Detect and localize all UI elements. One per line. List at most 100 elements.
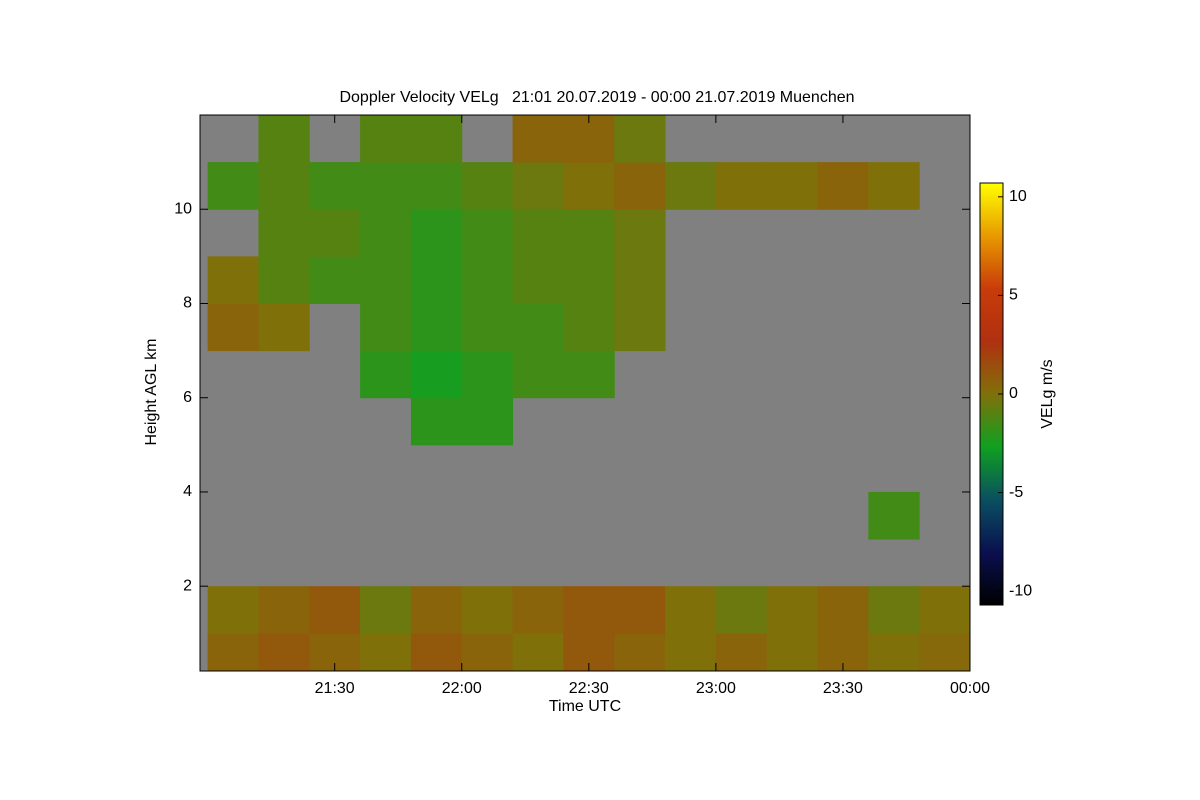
- heatmap-cell: [563, 633, 615, 671]
- x-tick-label: 23:00: [696, 680, 736, 697]
- heatmap-cell: [563, 256, 615, 304]
- plot-frame: [199, 114, 971, 672]
- heatmap-cell: [614, 115, 666, 163]
- heatmap-cell: [766, 633, 819, 671]
- heatmap-cell: [563, 350, 615, 399]
- heatmap-cell: [868, 633, 920, 671]
- colorbar-tick-label: -5: [1009, 484, 1023, 501]
- heatmap-cell: [868, 491, 920, 540]
- x-tick-label: 22:00: [442, 680, 482, 697]
- x-axis-label: Time UTC: [549, 698, 621, 715]
- heatmap-cell: [715, 633, 768, 671]
- heatmap-cell: [360, 586, 412, 634]
- heatmap-cell: [410, 256, 463, 304]
- heatmap-cell: [614, 162, 666, 210]
- colorbar-tick-label: -10: [1009, 582, 1032, 599]
- colorbar-tick-label: 5: [1009, 287, 1018, 304]
- x-tick-label: 22:30: [569, 680, 609, 697]
- heatmap-cell: [360, 209, 412, 257]
- heatmap-cell: [512, 586, 564, 634]
- heatmap-cell: [207, 256, 259, 304]
- heatmap-cell: [817, 633, 869, 671]
- heatmap-cell: [360, 256, 412, 304]
- x-tick-label: 21:30: [315, 680, 355, 697]
- heatmap-cell: [360, 303, 412, 352]
- x-tick-label: 23:30: [823, 680, 863, 697]
- heatmap-cell: [563, 209, 615, 257]
- heatmap-cell: [461, 303, 514, 352]
- heatmap-cell: [461, 586, 514, 634]
- heatmap-cell: [868, 162, 920, 210]
- heatmap-cell: [614, 633, 666, 671]
- heatmap-cell: [258, 586, 310, 634]
- heatmap-cell: [360, 633, 412, 671]
- heatmap-cell: [461, 633, 514, 671]
- heatmap-cell: [563, 303, 615, 352]
- heatmap-cell: [665, 633, 717, 671]
- heatmap-cell: [614, 209, 666, 257]
- heatmap-cell: [512, 303, 564, 352]
- heatmap-cell: [512, 633, 564, 671]
- heatmap-cell: [410, 397, 463, 446]
- heatmap-cell: [258, 115, 310, 163]
- heatmap-cell: [410, 303, 463, 352]
- heatmap-cell: [410, 633, 463, 671]
- heatmap-cell: [665, 586, 717, 634]
- heatmap-cell: [461, 350, 514, 399]
- heatmap-cell: [360, 162, 412, 210]
- heatmap-cell: [258, 209, 310, 257]
- y-tick-label: 2: [183, 577, 192, 594]
- heatmap-cell: [614, 303, 666, 352]
- y-tick-label: 4: [183, 483, 192, 500]
- heatmap-cell: [410, 209, 463, 257]
- heatmap-cell: [512, 350, 564, 399]
- heatmap-cell: [512, 209, 564, 257]
- heatmap-cell: [309, 162, 361, 210]
- heatmap-cell: [309, 633, 361, 671]
- heatmap-cell: [766, 162, 819, 210]
- heatmap-cell: [461, 256, 514, 304]
- heatmap-cell: [461, 397, 514, 446]
- heatmap-cell: [258, 303, 310, 352]
- y-tick-label: 10: [174, 200, 192, 217]
- colorbar-label: VELg m/s: [1039, 359, 1056, 428]
- heatmap-cell: [461, 209, 514, 257]
- heatmap-cell: [766, 586, 819, 634]
- heatmap-cell: [309, 209, 361, 257]
- heatmap-cell: [410, 115, 463, 163]
- x-tick-label: 00:00: [950, 680, 990, 697]
- heatmap-cell: [207, 162, 259, 210]
- heatmap-cell: [512, 162, 564, 210]
- colorbar-tick-label: 0: [1009, 385, 1018, 402]
- heatmap: [200, 115, 970, 671]
- chart-title: Doppler Velocity VELg 21:01 20.07.2019 -…: [339, 89, 854, 106]
- heatmap-cell: [410, 162, 463, 210]
- heatmap-cell: [258, 162, 310, 210]
- heatmap-cell: [919, 586, 970, 634]
- y-tick-label: 8: [183, 295, 192, 312]
- heatmap-cell: [309, 586, 361, 634]
- heatmap-cell: [614, 256, 666, 304]
- heatmap-cell: [512, 256, 564, 304]
- heatmap-cell: [207, 586, 259, 634]
- heatmap-cell: [665, 162, 717, 210]
- heatmap-cell: [715, 162, 768, 210]
- heatmap-cell: [614, 586, 666, 634]
- colorbar-tick-label: 10: [1009, 188, 1027, 205]
- heatmap-cell: [715, 586, 768, 634]
- heatmap-cell: [868, 586, 920, 634]
- y-axis-label: Height AGL km: [143, 338, 160, 445]
- heatmap-cell: [258, 256, 310, 304]
- heatmap-cell: [817, 162, 869, 210]
- heatmap-cell: [461, 162, 514, 210]
- heatmap-cell: [410, 586, 463, 634]
- heatmap-cell: [258, 633, 310, 671]
- heatmap-cell: [360, 115, 412, 163]
- heatmap-cell: [360, 350, 412, 399]
- heatmap-cell: [563, 162, 615, 210]
- heatmap-cell: [563, 586, 615, 634]
- heatmap-cell: [817, 586, 869, 634]
- heatmap-cell: [207, 303, 259, 352]
- y-tick-label: 6: [183, 389, 192, 406]
- heatmap-cell: [512, 115, 564, 163]
